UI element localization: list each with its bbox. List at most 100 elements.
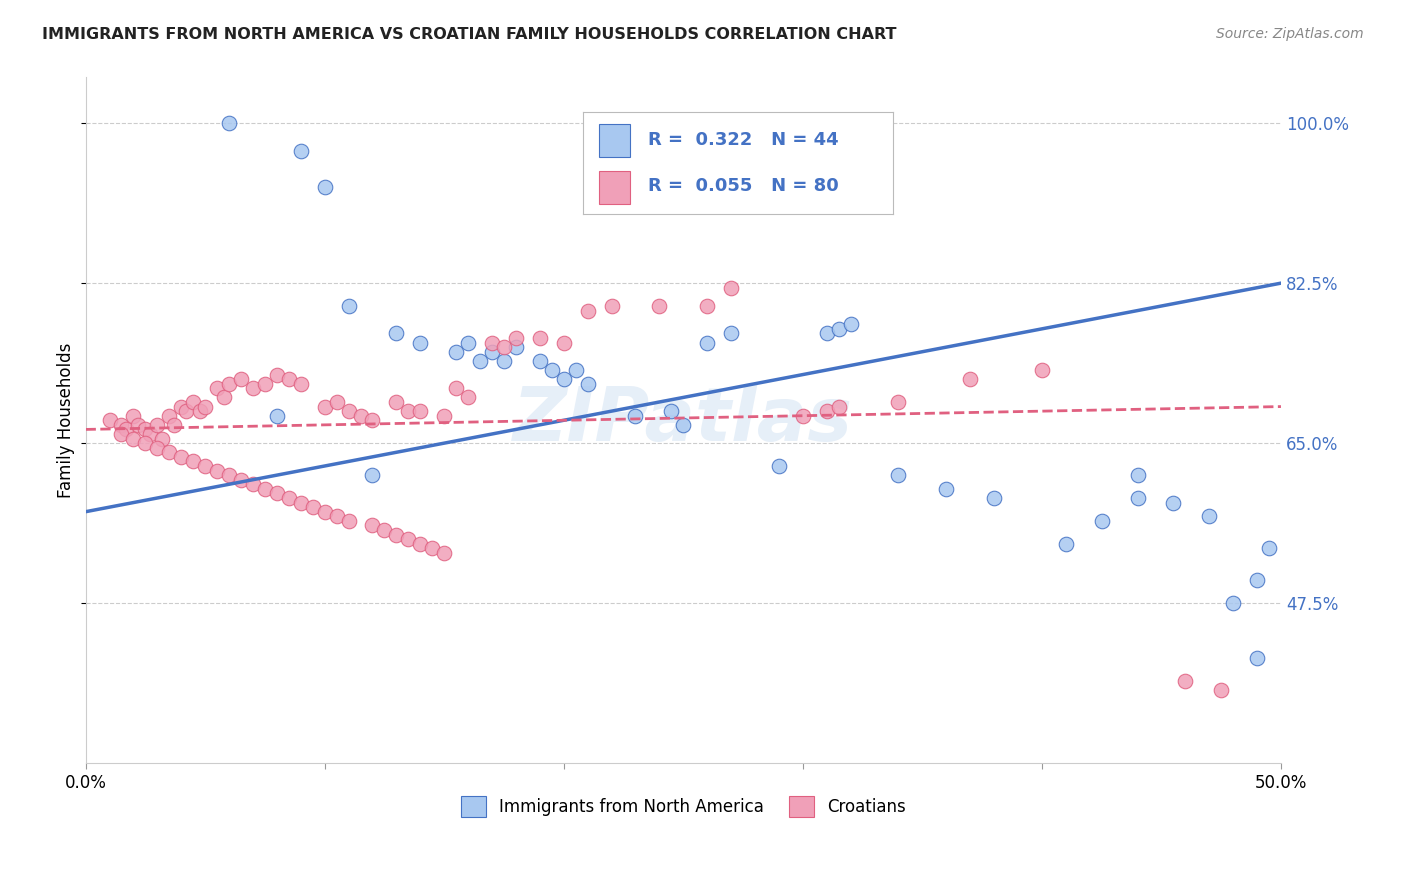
Point [444,381,467,395]
Point [277,372,299,386]
Point [457,391,479,405]
Point [1031,363,1053,377]
Point [174,404,197,418]
Bar [599,124,630,157]
Point [564,363,586,377]
Point [290,144,312,158]
Point [337,514,360,528]
Text: Source: ZipAtlas.com: Source: ZipAtlas.com [1216,27,1364,41]
Point [529,331,551,345]
Point [98,413,121,427]
Point [444,344,467,359]
Point [815,404,838,418]
Point [959,372,981,386]
Point [935,482,957,496]
Point [205,381,228,395]
Point [792,409,814,423]
Point [659,404,682,418]
Point [218,468,240,483]
Point [314,180,336,194]
Point [134,422,156,436]
Point [194,458,217,473]
Point [170,400,193,414]
Point [1258,541,1281,556]
Point [505,331,527,345]
Point [361,518,384,533]
Point [887,468,910,483]
Point [181,454,204,468]
Point [385,326,408,341]
Point [600,299,623,313]
Legend: Immigrants from North America, Croatians: Immigrants from North America, Croatians [454,789,912,823]
Point [696,335,718,350]
Point [696,299,718,313]
Point [492,354,515,368]
Point [1126,491,1149,505]
Point [218,116,240,130]
Point [242,381,264,395]
Point [373,523,395,537]
Point [385,395,408,409]
Point [433,546,456,560]
Point [385,527,408,541]
Point [157,445,180,459]
Point [314,400,336,414]
Point [827,322,849,336]
Bar [599,171,630,204]
Point [115,422,138,436]
Point [1222,596,1244,610]
Point [768,458,790,473]
Point [157,409,180,423]
Point [242,477,264,491]
Point [205,464,228,478]
Point [361,413,384,427]
Point [1246,574,1268,588]
Point [576,376,599,391]
Point [492,340,515,354]
Point [253,482,276,496]
Point [887,395,910,409]
Point [214,391,236,405]
Text: R =  0.322   N = 44: R = 0.322 N = 44 [648,131,839,149]
Point [624,409,647,423]
Point [325,395,347,409]
Point [1054,537,1077,551]
Point [420,541,443,556]
Point [540,363,562,377]
Point [1174,673,1197,688]
Point [1198,509,1220,524]
Point [122,432,145,446]
Point [266,486,288,500]
Point [110,417,132,432]
Point [134,436,156,450]
Point [266,368,288,382]
Point [337,404,360,418]
Point [481,344,503,359]
Text: IMMIGRANTS FROM NORTH AMERICA VS CROATIAN FAMILY HOUSEHOLDS CORRELATION CHART: IMMIGRANTS FROM NORTH AMERICA VS CROATIA… [42,27,897,42]
Point [218,376,240,391]
Point [468,354,491,368]
Point [277,491,299,505]
Point [290,495,312,509]
Point [349,409,371,423]
Point [170,450,193,464]
Point [457,335,479,350]
Point [839,318,862,332]
Point [481,335,503,350]
Point [409,537,432,551]
Text: ZIPatlas: ZIPatlas [513,384,853,457]
Point [396,532,419,546]
Point [229,473,252,487]
Point [720,326,742,341]
Point [433,409,456,423]
Point [983,491,1005,505]
Point [301,500,323,515]
Point [409,404,432,418]
Point [290,376,312,391]
Point [576,303,599,318]
Point [188,404,211,418]
Point [150,432,173,446]
Point [181,395,204,409]
Point [127,417,149,432]
Point [146,417,169,432]
